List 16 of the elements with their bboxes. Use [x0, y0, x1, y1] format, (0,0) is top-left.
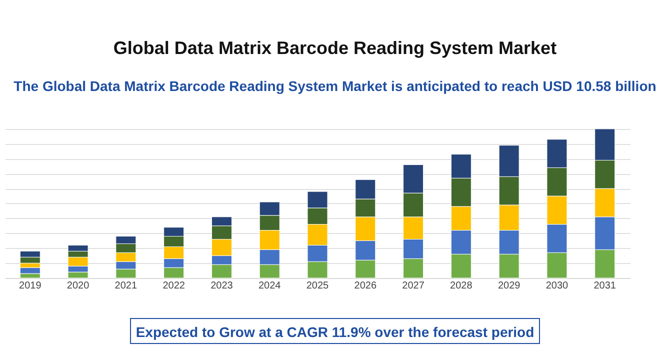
- chart-subtitle: The Global Data Matrix Barcode Reading System Market is anticipated to reach USD 10.58 billion: [12, 78, 658, 94]
- x-tick-label: 2023: [210, 280, 234, 292]
- x-tick-label: 2031: [594, 280, 616, 292]
- chart-title: Global Data Matrix Barcode Reading System Market: [112, 38, 558, 59]
- x-tick-label: 2021: [114, 280, 138, 292]
- text: Expected to Grow at a CAGR 11.9% over the forecast period: [130, 318, 540, 344]
- x-tick-label: 2026: [354, 280, 377, 292]
- x-tick-label: 2024: [258, 280, 282, 292]
- x-tick-label: 2028: [450, 280, 473, 292]
- x-tick-label: 2022: [162, 280, 186, 292]
- x-tick-label: 2030: [546, 280, 569, 292]
- x-tick-label: 2019: [19, 280, 42, 292]
- x-tick-label: 2025: [306, 280, 330, 292]
- x-tick-label: 2020: [66, 280, 90, 292]
- x-tick-label: 2027: [402, 280, 425, 292]
- x-tick-label: 2029: [498, 280, 521, 292]
